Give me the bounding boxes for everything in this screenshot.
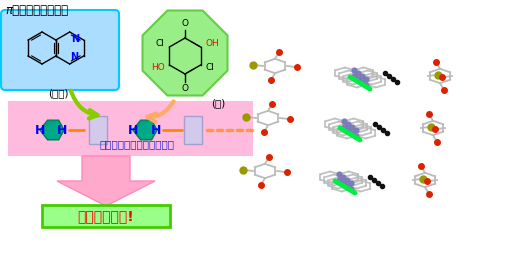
Polygon shape	[184, 116, 202, 144]
FancyBboxPatch shape	[1, 10, 119, 90]
Polygon shape	[89, 116, 107, 144]
Text: Cl: Cl	[206, 63, 215, 72]
Text: HO: HO	[151, 63, 164, 72]
Text: O: O	[182, 19, 188, 28]
Polygon shape	[57, 156, 155, 206]
Text: O: O	[182, 84, 188, 93]
Text: H: H	[128, 124, 138, 137]
Text: H: H	[35, 124, 45, 137]
Polygon shape	[133, 120, 157, 140]
Text: N: N	[70, 34, 79, 44]
Text: π電子系の有機分子: π電子系の有機分子	[5, 4, 68, 17]
Polygon shape	[133, 120, 151, 130]
Text: Cl: Cl	[156, 40, 164, 49]
Polygon shape	[143, 11, 228, 95]
Text: OH: OH	[206, 40, 219, 49]
Text: 有機強誘電体!: 有機強誘電体!	[78, 209, 134, 223]
Polygon shape	[40, 120, 64, 140]
Text: 水素結合による分子化合物: 水素結合による分子化合物	[100, 139, 175, 149]
Text: H: H	[57, 124, 67, 137]
Polygon shape	[40, 120, 58, 130]
Text: N: N	[70, 52, 78, 62]
FancyBboxPatch shape	[42, 205, 170, 227]
FancyBboxPatch shape	[8, 101, 253, 156]
Text: H: H	[151, 124, 161, 137]
Text: (塩基): (塩基)	[48, 88, 68, 98]
Text: (酸): (酸)	[211, 98, 225, 108]
